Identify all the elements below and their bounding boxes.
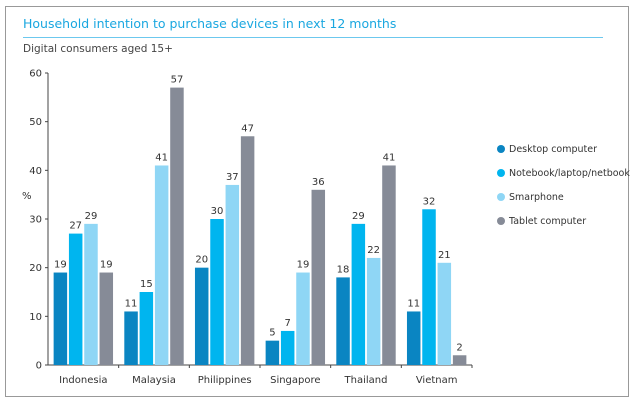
bar (210, 219, 224, 365)
y-tick-label: 0 (36, 361, 42, 372)
data-label: 57 (171, 75, 184, 86)
bar (382, 165, 396, 365)
data-label: 32 (423, 196, 436, 207)
bar (99, 272, 114, 365)
data-label: 36 (312, 177, 325, 188)
data-label: 11 (407, 298, 420, 309)
data-label: 37 (226, 172, 239, 183)
data-label: 19 (297, 260, 310, 271)
bar (68, 233, 83, 365)
chart-title: Household intention to purchase devices … (23, 16, 397, 31)
y-tick-label: 50 (29, 117, 42, 128)
bar (437, 262, 452, 365)
legend-item: Desktop computer (497, 137, 630, 161)
data-label: 19 (54, 260, 67, 271)
legend-item: Smarphone (497, 185, 630, 209)
legend-label: Smarphone (509, 191, 564, 203)
title-divider (23, 37, 603, 38)
bar (225, 184, 240, 365)
data-label: 18 (337, 264, 350, 275)
data-label: 5 (269, 328, 275, 339)
data-label: 27 (69, 221, 82, 232)
bar (240, 136, 255, 365)
data-label: 20 (195, 255, 208, 266)
bar (194, 267, 209, 365)
y-tick-label: 30 (29, 215, 42, 226)
chart-frame (5, 6, 629, 397)
legend-swatch (497, 193, 505, 201)
legend-label: Desktop computer (509, 143, 598, 155)
bar (170, 87, 184, 365)
data-label: 22 (367, 245, 380, 256)
data-label: 47 (241, 123, 254, 134)
bar (452, 355, 467, 365)
bar (84, 223, 98, 365)
y-tick-label: 10 (29, 312, 42, 323)
bar (351, 223, 366, 365)
data-label: 2 (456, 342, 462, 353)
x-tick-label: Vietnam (416, 375, 458, 386)
bar (154, 165, 169, 365)
bar (53, 272, 68, 365)
bar (265, 340, 280, 365)
y-tick-label: 20 (29, 263, 42, 274)
data-label: 41 (155, 152, 168, 163)
bar (296, 272, 310, 365)
data-label: 30 (211, 206, 224, 217)
legend-swatch (497, 169, 505, 177)
data-label: 41 (383, 152, 396, 163)
legend-label: Tablet computer (509, 215, 587, 227)
data-label: 19 (100, 260, 113, 271)
chart-subtitle: Digital consumers aged 15+ (23, 43, 173, 55)
bar (366, 257, 381, 365)
bar (124, 311, 138, 365)
legend-swatch (497, 217, 505, 225)
legend-item: Notebook/laptop/netbook (497, 161, 630, 185)
bar (336, 277, 350, 365)
x-tick-label: Indonesia (59, 375, 107, 386)
data-label: 21 (438, 250, 451, 261)
x-tick-label: Malaysia (132, 375, 176, 386)
y-tick-label: 60 (29, 69, 42, 80)
data-label: 11 (125, 298, 138, 309)
bar (139, 292, 154, 365)
data-label: 29 (352, 211, 365, 222)
legend-label: Notebook/laptop/netbook (509, 167, 630, 179)
bar (406, 311, 421, 365)
data-label: 15 (140, 279, 153, 290)
x-tick-label: Thailand (344, 375, 388, 386)
bar (280, 330, 295, 365)
data-label: 7 (284, 318, 290, 329)
data-label: 29 (85, 211, 98, 222)
legend: Desktop computer Notebook/laptop/netbook S… (497, 137, 630, 233)
y-tick-label: 40 (29, 166, 42, 177)
y-axis-label: % (22, 191, 32, 202)
legend-item: Tablet computer (497, 209, 630, 233)
bar (422, 209, 436, 365)
x-tick-label: Singapore (270, 375, 320, 386)
bar (311, 189, 326, 365)
x-tick-label: Philippines (198, 375, 252, 386)
legend-swatch (497, 145, 505, 153)
